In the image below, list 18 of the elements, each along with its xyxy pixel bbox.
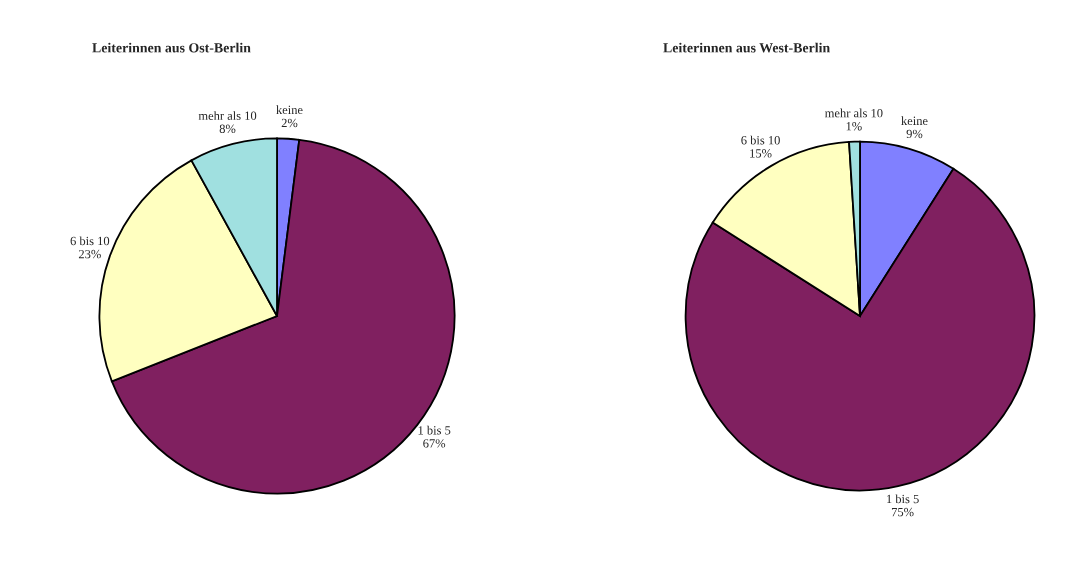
data-label: 2% — [281, 118, 298, 128]
slice-label: 6 bis 10 — [741, 135, 780, 145]
data-label: 9% — [906, 129, 923, 139]
data-label: 15% — [750, 149, 772, 158]
data-label: 75% — [891, 507, 914, 517]
slice-label: 6 bis 10 — [70, 236, 110, 246]
chart-title: Leiterinnen aus Ost-Berlin — [92, 42, 251, 53]
slice-label: keine — [901, 116, 928, 126]
slice-label: keine — [276, 105, 303, 115]
slice-label: 1 bis 5 — [418, 425, 451, 435]
slice-label: 1 bis 5 — [887, 494, 919, 504]
data-label: 23% — [78, 249, 101, 259]
data-label: 1% — [846, 122, 862, 131]
slice-label: mehr als 10 — [198, 111, 257, 120]
data-label: 8% — [219, 124, 236, 134]
slice-label: mehr als 10 — [824, 108, 883, 118]
chart-title: Leiterinnen aus West-Berlin — [663, 42, 830, 53]
data-label: 67% — [423, 439, 446, 448]
